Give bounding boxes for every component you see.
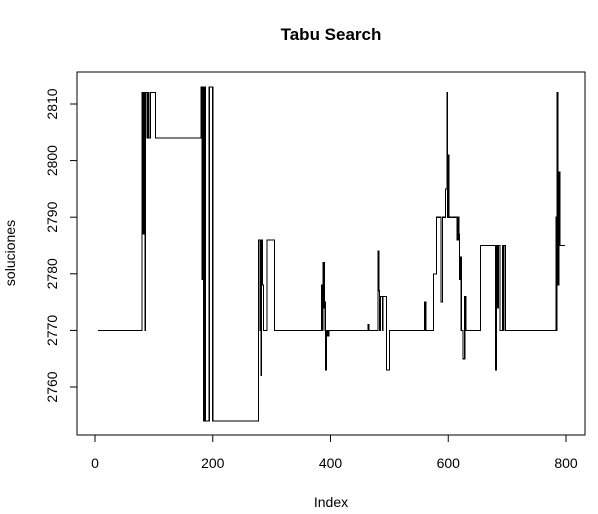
plot-frame — [77, 72, 585, 435]
y-axis-label: soluciones — [2, 220, 18, 286]
series-line — [98, 87, 565, 421]
x-tick-label: 800 — [554, 455, 578, 471]
x-axis-label: Index — [314, 494, 348, 510]
x-axis: 0 200 400 600 800 — [91, 435, 578, 471]
series-layer — [98, 87, 565, 421]
x-tick-label: 0 — [91, 455, 99, 471]
y-tick-label: 2780 — [44, 258, 60, 289]
y-tick-label: 2810 — [44, 88, 60, 119]
y-tick-label: 2800 — [44, 145, 60, 176]
chart-title: Tabu Search — [281, 25, 382, 44]
x-tick-label: 400 — [319, 455, 343, 471]
y-tick-label: 2770 — [44, 315, 60, 346]
x-tick-label: 600 — [437, 455, 461, 471]
y-tick-label: 2760 — [44, 371, 60, 402]
y-axis: 2760 2770 2780 2790 2800 2810 — [44, 88, 77, 402]
y-tick-label: 2790 — [44, 201, 60, 232]
x-tick-label: 200 — [201, 455, 225, 471]
